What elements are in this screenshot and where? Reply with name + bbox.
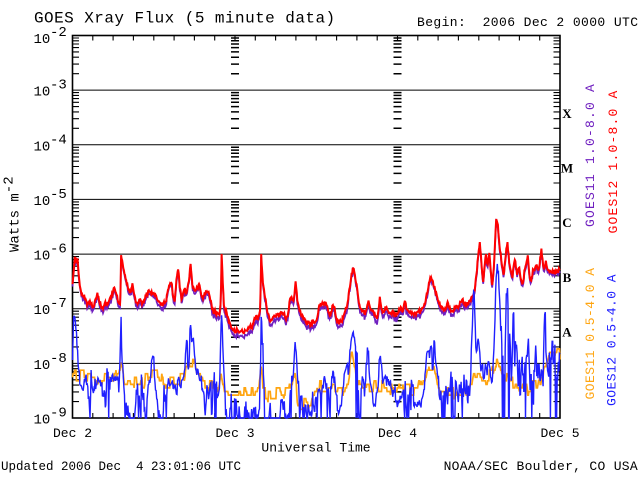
svg-text:Universal Time: Universal Time — [261, 441, 370, 456]
svg-text:A: A — [562, 324, 572, 339]
svg-text:Dec 4: Dec 4 — [378, 426, 417, 441]
svg-text:10: 10 — [34, 303, 51, 319]
svg-text:M: M — [561, 161, 573, 176]
svg-text:GOES12 1.0-8.0 A: GOES12 1.0-8.0 A — [606, 89, 621, 233]
svg-text:10: 10 — [34, 194, 51, 210]
svg-text:10: 10 — [34, 358, 51, 374]
svg-text:B: B — [563, 270, 572, 285]
svg-text:Dec 5: Dec 5 — [540, 426, 579, 441]
svg-text:GOES11 1.0-8.0 A: GOES11 1.0-8.0 A — [583, 83, 598, 227]
svg-text:-7: -7 — [50, 296, 67, 312]
svg-text:10: 10 — [34, 249, 51, 265]
svg-text:-4: -4 — [50, 132, 67, 148]
svg-text:GOES12 0.5-4.0 A: GOES12 0.5-4.0 A — [605, 274, 620, 406]
svg-text:Updated 2006 Dec 4 23:01:06 U: Updated 2006 Dec 4 23:01:06 UTC — [1, 460, 241, 474]
svg-text:GOES11 0.5-4.0 A: GOES11 0.5-4.0 A — [583, 267, 598, 399]
svg-text:-5: -5 — [50, 187, 67, 203]
svg-text:GOES Xray Flux (5 minute data): GOES Xray Flux (5 minute data) — [34, 10, 336, 28]
svg-text:NOAA/SEC Boulder, CO USA: NOAA/SEC Boulder, CO USA — [444, 459, 638, 474]
svg-text:Begin: 2006 Dec 2 0000 UTC: Begin: 2006 Dec 2 0000 UTC — [417, 15, 638, 30]
svg-text:10: 10 — [34, 139, 51, 155]
svg-text:-3: -3 — [50, 78, 67, 94]
svg-text:10: 10 — [34, 85, 51, 101]
svg-text:-2: -2 — [50, 25, 67, 41]
svg-text:10: 10 — [34, 413, 51, 429]
svg-text:C: C — [562, 215, 571, 230]
svg-text:-9: -9 — [50, 406, 67, 422]
svg-text:-6: -6 — [50, 242, 67, 258]
svg-text:Dec 3: Dec 3 — [215, 426, 254, 441]
svg-text:-8: -8 — [50, 351, 67, 367]
svg-text:Watts m-2: Watts m-2 — [2, 176, 24, 252]
svg-text:10: 10 — [34, 32, 51, 48]
svg-text:Dec 2: Dec 2 — [53, 426, 92, 441]
svg-text:X: X — [562, 106, 572, 121]
